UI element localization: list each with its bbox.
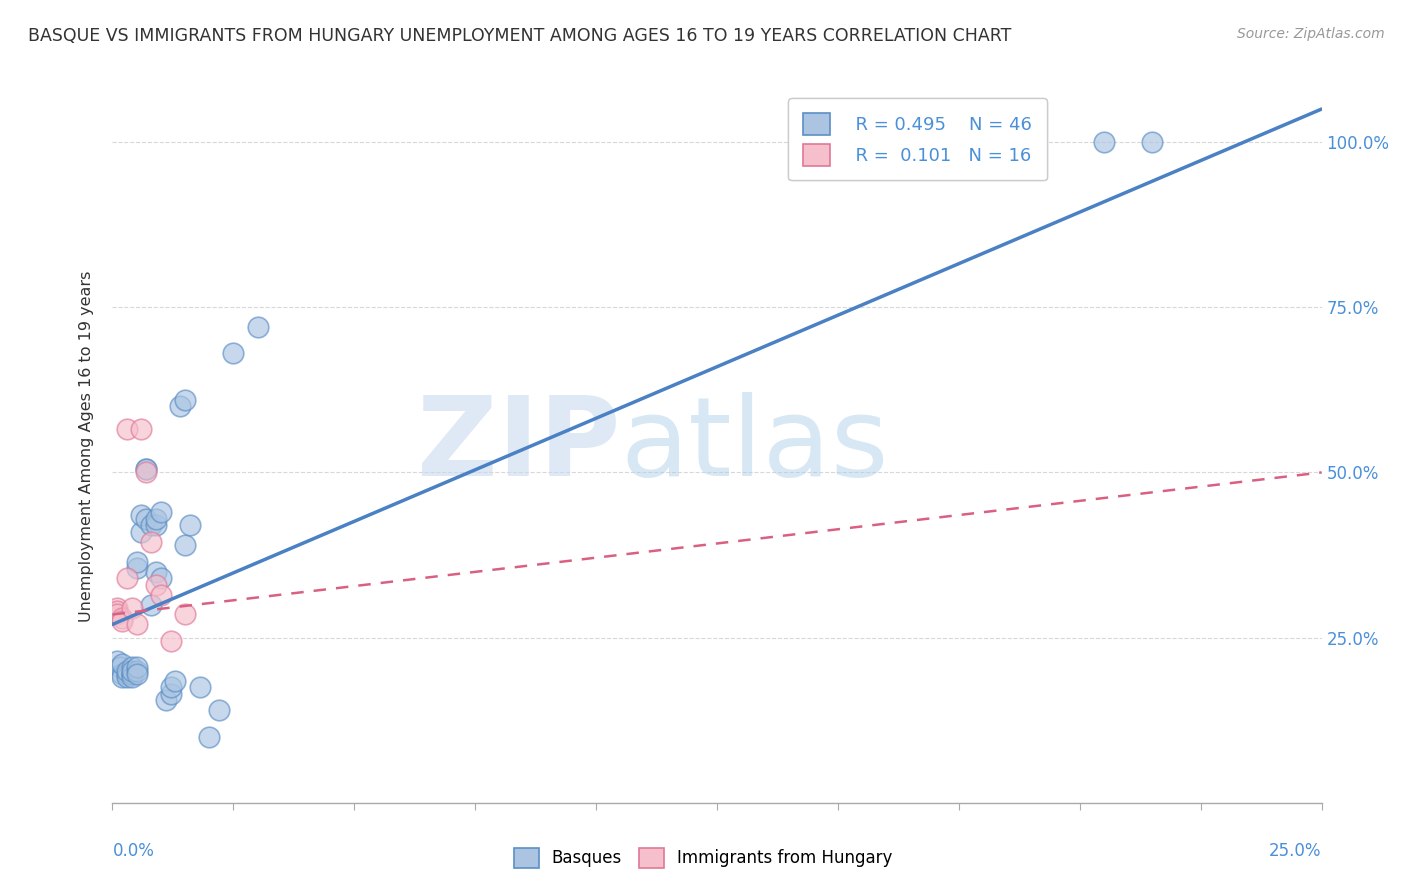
Text: atlas: atlas: [620, 392, 889, 500]
Text: 0.0%: 0.0%: [112, 842, 155, 860]
Point: [131, 508, 153, 523]
Y-axis label: Unemployment Among Ages 16 to 19 years: Unemployment Among Ages 16 to 19 years: [79, 270, 94, 622]
Point: [198, 730, 221, 744]
Point: [108, 660, 131, 674]
Point: [135, 462, 157, 476]
Point: [125, 667, 148, 681]
Point: [165, 673, 187, 688]
Point: [145, 565, 167, 579]
Point: [121, 660, 143, 674]
Point: [246, 320, 269, 334]
Point: [115, 571, 138, 585]
Point: [174, 607, 197, 622]
Point: [159, 680, 181, 694]
Point: [125, 555, 148, 569]
Point: [111, 611, 134, 625]
Point: [125, 664, 148, 678]
Text: 25.0%: 25.0%: [1270, 842, 1322, 860]
Point: [125, 660, 148, 674]
Point: [145, 578, 167, 592]
Legend:   R = 0.495    N = 46,   R =  0.101   N = 16: R = 0.495 N = 46, R = 0.101 N = 16: [789, 98, 1046, 180]
Point: [208, 703, 231, 717]
Point: [131, 422, 153, 436]
Point: [115, 670, 138, 684]
Point: [121, 600, 143, 615]
Point: [105, 607, 128, 622]
Point: [111, 614, 134, 628]
Point: [141, 534, 163, 549]
Point: [159, 687, 181, 701]
Point: [115, 664, 138, 678]
Point: [105, 654, 128, 668]
Point: [141, 518, 163, 533]
Point: [111, 670, 134, 684]
Point: [121, 667, 143, 681]
Point: [131, 524, 153, 539]
Point: [115, 667, 138, 681]
Point: [149, 588, 172, 602]
Point: [111, 667, 134, 681]
Text: BASQUE VS IMMIGRANTS FROM HUNGARY UNEMPLOYMENT AMONG AGES 16 TO 19 YEARS CORRELA: BASQUE VS IMMIGRANTS FROM HUNGARY UNEMPL…: [28, 27, 1011, 45]
Point: [121, 670, 143, 684]
Point: [135, 511, 157, 525]
Point: [169, 400, 191, 414]
Point: [174, 538, 197, 552]
Point: [222, 346, 245, 360]
Text: Source: ZipAtlas.com: Source: ZipAtlas.com: [1237, 27, 1385, 41]
Point: [159, 634, 181, 648]
Point: [145, 518, 167, 533]
Point: [1092, 135, 1115, 149]
Text: ZIP: ZIP: [418, 392, 620, 500]
Point: [149, 571, 172, 585]
Point: [145, 511, 167, 525]
Point: [188, 680, 211, 694]
Point: [111, 657, 134, 671]
Point: [924, 135, 946, 149]
Point: [125, 617, 148, 632]
Point: [121, 664, 143, 678]
Point: [149, 505, 172, 519]
Point: [141, 598, 163, 612]
Point: [135, 462, 157, 476]
Point: [155, 693, 177, 707]
Point: [1142, 135, 1164, 149]
Legend: Basques, Immigrants from Hungary: Basques, Immigrants from Hungary: [506, 841, 900, 875]
Point: [135, 466, 157, 480]
Point: [105, 604, 128, 618]
Point: [115, 422, 138, 436]
Point: [105, 600, 128, 615]
Point: [125, 561, 148, 575]
Point: [174, 392, 197, 407]
Point: [179, 518, 201, 533]
Point: [121, 667, 143, 681]
